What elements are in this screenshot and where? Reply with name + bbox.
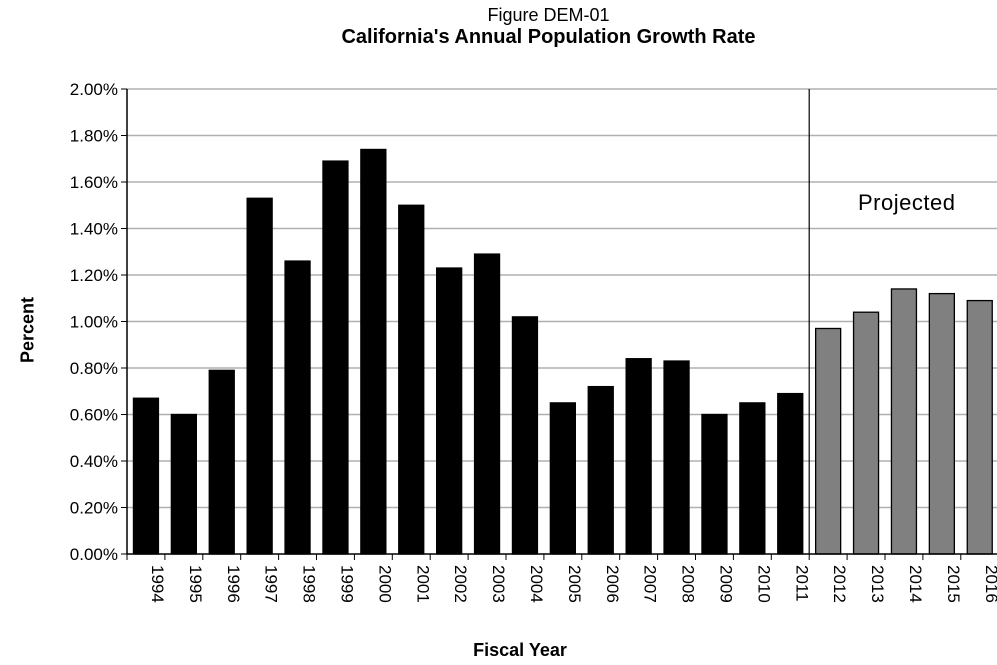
bar	[285, 261, 310, 554]
bar	[854, 312, 879, 554]
x-tick-label: 2012	[830, 565, 849, 603]
bar	[361, 149, 386, 554]
bar	[967, 301, 992, 554]
y-axis-label: Percent	[18, 297, 39, 363]
y-tick-label: 0.00%	[70, 545, 118, 564]
y-tick-label: 2.00%	[70, 80, 118, 99]
x-tick-label: 2001	[413, 565, 432, 603]
projected-annotation: Projected	[858, 190, 955, 216]
bar	[588, 387, 613, 554]
bar	[133, 398, 158, 554]
x-tick-label: 1995	[186, 565, 205, 603]
x-tick-label: 1996	[224, 565, 243, 603]
y-tick-label: 1.40%	[70, 220, 118, 239]
x-tick-label: 2011	[792, 565, 811, 602]
x-tick-label: 2016	[982, 565, 997, 603]
bar	[702, 415, 727, 555]
x-tick-label: 2009	[716, 565, 735, 603]
y-tick-label: 0.60%	[70, 406, 118, 425]
y-tick-label: 1.00%	[70, 313, 118, 332]
y-tick-label: 0.20%	[70, 499, 118, 518]
bar	[626, 359, 651, 554]
y-tick-label: 0.40%	[70, 452, 118, 471]
x-tick-label: 1994	[148, 565, 167, 603]
bar	[929, 294, 954, 554]
x-tick-label: 1997	[262, 565, 281, 603]
x-axis-label: Fiscal Year	[420, 640, 620, 661]
bar	[209, 370, 234, 554]
bar	[891, 289, 916, 554]
x-tick-label: 2006	[603, 565, 622, 603]
bar	[816, 328, 841, 554]
bar	[399, 205, 424, 554]
x-tick-label: 2007	[641, 565, 660, 603]
bar	[171, 415, 196, 555]
y-tick-label: 1.80%	[70, 127, 118, 146]
x-tick-label: 2000	[375, 565, 394, 603]
x-tick-label: 2008	[679, 565, 698, 603]
bar	[323, 161, 348, 554]
bar	[664, 361, 689, 554]
bar	[740, 403, 765, 554]
x-tick-label: 2002	[451, 565, 470, 603]
bar	[778, 394, 803, 554]
y-tick-label: 1.20%	[70, 266, 118, 285]
x-tick-label: 2005	[565, 565, 584, 603]
bar	[550, 403, 575, 554]
x-tick-label: 2003	[489, 565, 508, 603]
x-tick-label: 1999	[337, 565, 356, 603]
x-tick-label: 2010	[754, 565, 773, 603]
y-tick-label: 0.80%	[70, 359, 118, 378]
x-tick-label: 2004	[527, 565, 546, 603]
bar	[437, 268, 462, 554]
x-tick-label: 2015	[944, 565, 963, 603]
x-tick-label: 2014	[906, 565, 925, 603]
bar	[247, 198, 272, 554]
x-tick-label: 2013	[868, 565, 887, 603]
y-tick-label: 1.60%	[70, 173, 118, 192]
bar	[475, 254, 500, 554]
x-tick-label: 1998	[300, 565, 319, 603]
bar	[512, 317, 537, 554]
